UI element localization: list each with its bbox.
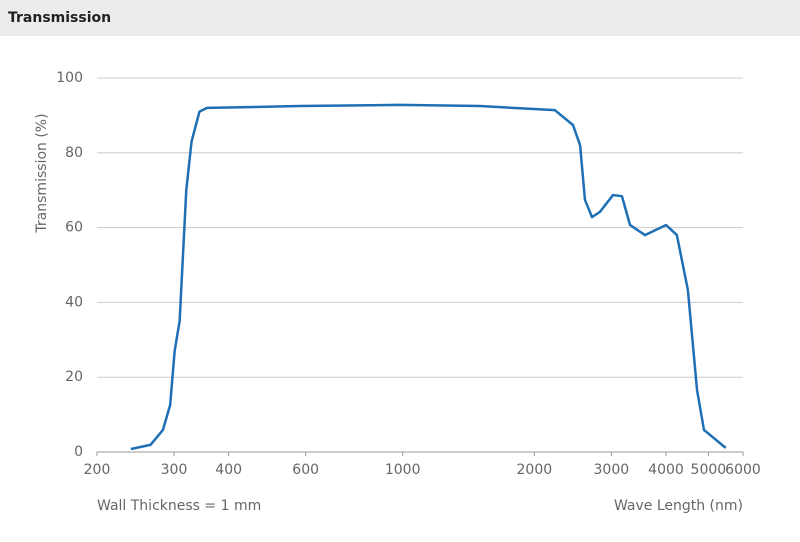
- y-tick-label: 40: [65, 294, 83, 310]
- x-tick-label: 6000: [725, 462, 761, 478]
- annotation: Wall Thickness = 1 mm: [97, 498, 261, 514]
- x-tick-label: 4000: [648, 462, 684, 478]
- line: [130, 103, 727, 451]
- header-title: Transmission: [0, 0, 800, 36]
- y-axis-label: Transmission (%): [34, 113, 50, 233]
- chart: Transmission (%) Wall Thickness = 1 mm W…: [34, 70, 761, 514]
- y-tick-label: 60: [65, 220, 83, 236]
- x-tick-label: 2000: [517, 462, 553, 478]
- x-tick-label: 5000: [691, 462, 727, 478]
- x-axis-label: Wave Length (nm): [614, 498, 743, 514]
- y-tick-label: 100: [56, 70, 83, 86]
- x-tick-label: 600: [292, 462, 319, 478]
- x-tick-label: 400: [215, 462, 242, 478]
- x-tick-label: 3000: [594, 462, 630, 478]
- y-tick-label: 0: [74, 444, 83, 460]
- x-tick-label: 300: [161, 462, 188, 478]
- x-tick-label: 200: [84, 462, 111, 478]
- y-tick-label: 20: [65, 369, 83, 385]
- y-tick-label: 80: [65, 145, 83, 161]
- x-tick-label: 1000: [385, 462, 421, 478]
